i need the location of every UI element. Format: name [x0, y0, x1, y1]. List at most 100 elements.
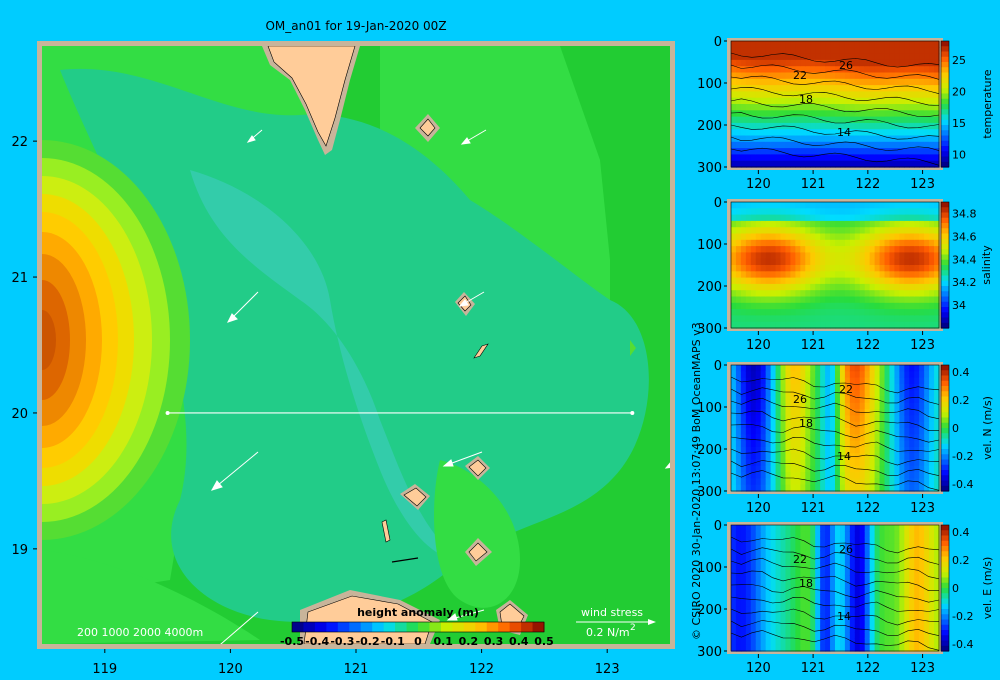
panel-cell [879, 402, 886, 410]
panel-cell [815, 116, 821, 124]
panel-cell [760, 531, 767, 539]
panel-cell [745, 383, 752, 391]
contour-label: 22 [793, 553, 807, 566]
panel-cell [825, 265, 831, 272]
panel-colorbar-segment [941, 270, 949, 277]
panel-cell [835, 148, 841, 155]
panel-cell [760, 110, 767, 118]
panel-cell [919, 78, 925, 86]
panel-cell [830, 315, 836, 323]
panel-cell [904, 569, 910, 576]
panel-cell [750, 160, 757, 168]
panel-cell [859, 97, 866, 105]
panel-cell [745, 315, 752, 323]
panel-cell [884, 600, 891, 608]
panel-cell [929, 562, 935, 570]
contour-line [730, 448, 940, 466]
panel-cell [879, 594, 886, 602]
panel-cell [770, 537, 777, 545]
panel-cell [849, 252, 856, 260]
panel-cell [760, 632, 767, 639]
panel-cell [874, 440, 881, 448]
panel-cell [864, 141, 871, 149]
panel-cell [894, 556, 900, 564]
panel-cell [825, 446, 831, 454]
panel-cell [810, 214, 816, 222]
panel-cell [894, 258, 900, 266]
panel-cell [810, 129, 816, 137]
panel-cell [879, 543, 886, 551]
panel-cell [775, 525, 782, 532]
panel-y-tick-label: 100 [697, 77, 722, 92]
panel-cell [825, 85, 831, 92]
panel-cell [755, 97, 762, 105]
panel-cell [904, 537, 910, 545]
panel-cell [929, 575, 935, 583]
panel-cell [745, 575, 752, 583]
panel-cell [929, 446, 935, 454]
panel-cell [785, 104, 792, 111]
panel-cell [735, 265, 742, 272]
panel-cell [825, 258, 831, 266]
panel-cell [894, 208, 900, 216]
panel-cell [859, 619, 866, 627]
panel-cell [879, 537, 886, 545]
panel-cell [731, 91, 737, 99]
panel-cell [735, 465, 742, 473]
panel-cell [780, 472, 787, 479]
contour-label: 22 [793, 69, 807, 82]
panel-cell [815, 154, 821, 162]
panel-cell [894, 440, 900, 448]
panel-cell [849, 78, 856, 86]
panel-cell [760, 594, 767, 602]
panel-cell [790, 208, 796, 216]
panel-cell [884, 531, 891, 539]
panel-cell [790, 296, 796, 304]
panel-cell [929, 160, 935, 168]
panel-cell [849, 296, 856, 304]
panel-cell [815, 638, 821, 646]
panel-cell [879, 459, 886, 467]
panel-cell [844, 91, 851, 99]
panel-cell [795, 239, 801, 247]
panel-cell [790, 97, 796, 105]
panel-colorbar-segment [941, 375, 949, 382]
panel-cell [849, 283, 856, 291]
panel-cell [839, 543, 846, 551]
panel-cell [775, 59, 782, 67]
panel-cell [830, 104, 836, 111]
panel-cell [830, 85, 836, 92]
wind-stress-exponent: 2 [630, 623, 636, 633]
panel-cell [909, 59, 915, 67]
panel-cell [909, 478, 915, 486]
panel-cell [790, 465, 796, 473]
panel-cell [750, 239, 757, 247]
panel-cell [924, 421, 930, 429]
panel-cell [755, 160, 762, 168]
panel-cell [884, 446, 891, 454]
panel-cell [879, 265, 886, 272]
panel-cell [919, 625, 925, 633]
panel-cell [825, 632, 831, 639]
panel-cell [889, 484, 896, 492]
panel-cell [899, 440, 905, 448]
panel-cell [919, 220, 925, 228]
panel-cell [760, 220, 767, 228]
panel-cell [810, 227, 816, 235]
panel-cell [800, 484, 806, 492]
panel-cell [775, 47, 782, 55]
panel-cell [815, 415, 821, 423]
panel-cell [731, 484, 737, 492]
panel-cell [904, 465, 910, 473]
panel-cell [790, 160, 796, 168]
panel-cell [884, 543, 891, 551]
panel-cell [854, 600, 861, 608]
panel-cell [874, 600, 881, 608]
panel-cell [934, 220, 940, 228]
panel-cell [770, 290, 777, 298]
panel-cell [859, 78, 866, 86]
panel-cell [795, 129, 801, 137]
panel-cell [849, 415, 856, 423]
height-colorbar: height anomaly (m)-0.5 -0.4 -0.3 -0.2 -0.1 0 0… [280, 606, 554, 648]
panel-colorbar-segment [941, 391, 949, 398]
